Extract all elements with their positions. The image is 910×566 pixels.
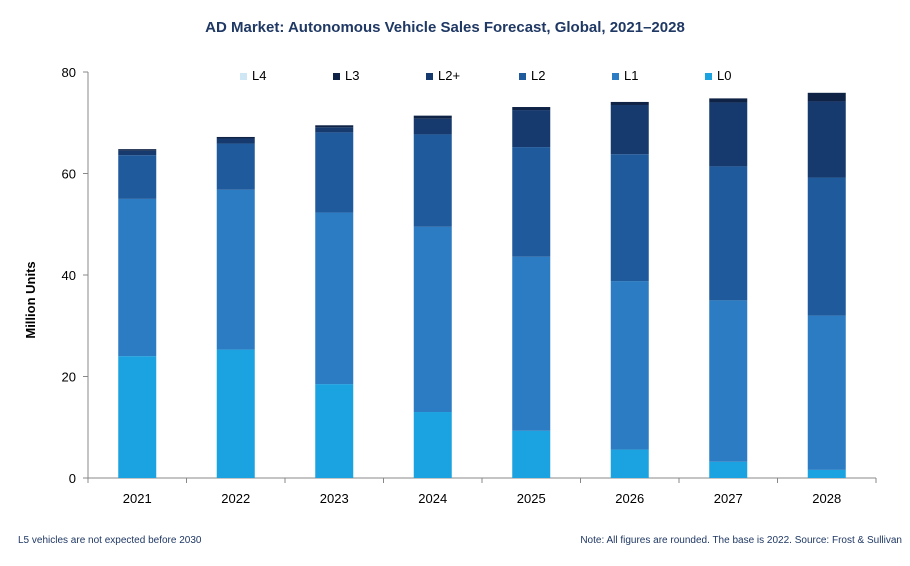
legend-item: L2 [519,68,545,83]
bar-stack-2025 [512,107,551,478]
bar-segment [807,92,846,102]
bar-segment [413,412,452,478]
legend-label: L2 [531,68,545,83]
legend-label: L2+ [438,68,460,83]
bar-segment [216,349,255,478]
bar-segment [315,384,354,478]
bar-segment [118,149,157,151]
axes: 0 20 40 60 80 2021 2022 2023 2024 2025 2026 2027 202… [62,65,877,506]
bar-segment [216,136,255,139]
bar-segment [709,102,748,167]
bar-stack-2023 [315,125,354,478]
bar-segment [216,138,255,144]
chart-title: AD Market: Autonomous Vehicle Sales Fore… [205,19,685,36]
legend-item: L1 [612,68,638,83]
bar-segment [315,125,354,128]
bar-segment [118,155,157,199]
bar-segment [118,198,157,357]
bar-segment [413,226,452,413]
legend-item: L2+ [426,68,460,83]
y-tick-label: 40 [62,268,76,283]
bar-segment [610,154,649,282]
x-tick-label: 2027 [714,491,743,506]
legend-label: L4 [252,68,266,83]
bar-segment [413,118,452,135]
bar-stack-2027 [709,98,748,478]
bar-segment [709,461,748,478]
bar-stack-2024 [413,115,452,478]
bar-segment [512,110,551,148]
x-tick-label: 2025 [517,491,546,506]
bar-stack-2021 [118,149,157,478]
footnote-right: Note: All figures are rounded. The base … [580,535,902,546]
legend-swatch [426,73,433,80]
legend-item: L4 [240,68,266,83]
bar-segment [709,98,748,103]
x-tick-label: 2024 [418,491,447,506]
x-tick-label: 2026 [615,491,644,506]
legend-swatch [705,73,712,80]
bar-segment [512,430,551,478]
x-tick-label: 2021 [123,491,152,506]
bar-segment [512,256,551,431]
x-tick-label: 2022 [221,491,250,506]
bar-stack-2022 [216,136,255,478]
bar-segment [413,134,452,227]
bar-segment [610,104,649,155]
bar-segment [807,315,846,470]
bar-segment [709,300,748,462]
legend-label: L1 [624,68,638,83]
bar-segment [118,356,157,478]
bar-segment [807,469,846,478]
bars [118,92,846,478]
footnote-left: L5 vehicles are not expected before 2030 [18,535,202,546]
legend-swatch [519,73,526,80]
bar-segment [118,150,157,156]
y-tick-label: 20 [62,370,76,385]
bar-segment [610,281,649,450]
bar-segment [807,101,846,178]
bar-segment [610,101,649,105]
x-tick-label: 2023 [320,491,349,506]
bar-segment [315,212,354,385]
legend-swatch [612,73,619,80]
legend-swatch [240,73,247,80]
bar-segment [315,132,354,213]
y-tick-label: 0 [69,471,76,486]
bar-segment [610,449,649,478]
bar-segment [807,177,846,316]
legend: L4 L3 L2+ L2 L1 L0 [240,68,731,83]
bar-stack-2026 [610,101,649,478]
y-tick-label: 60 [62,167,76,182]
bar-segment [216,189,255,350]
bar-segment [216,143,255,190]
legend-label: L0 [717,68,731,83]
y-tick-label: 80 [62,65,76,80]
bar-stack-2028 [807,92,846,478]
legend-item: L3 [333,68,359,83]
x-tick-label: 2028 [812,491,841,506]
bar-segment [709,166,748,301]
legend-swatch [333,73,340,80]
bar-segment [512,107,551,111]
bar-segment [512,147,551,257]
legend-item: L0 [705,68,731,83]
legend-label: L3 [345,68,359,83]
bar-segment [413,115,452,119]
bar-segment [315,127,354,133]
y-axis-label: Million Units [23,261,38,338]
